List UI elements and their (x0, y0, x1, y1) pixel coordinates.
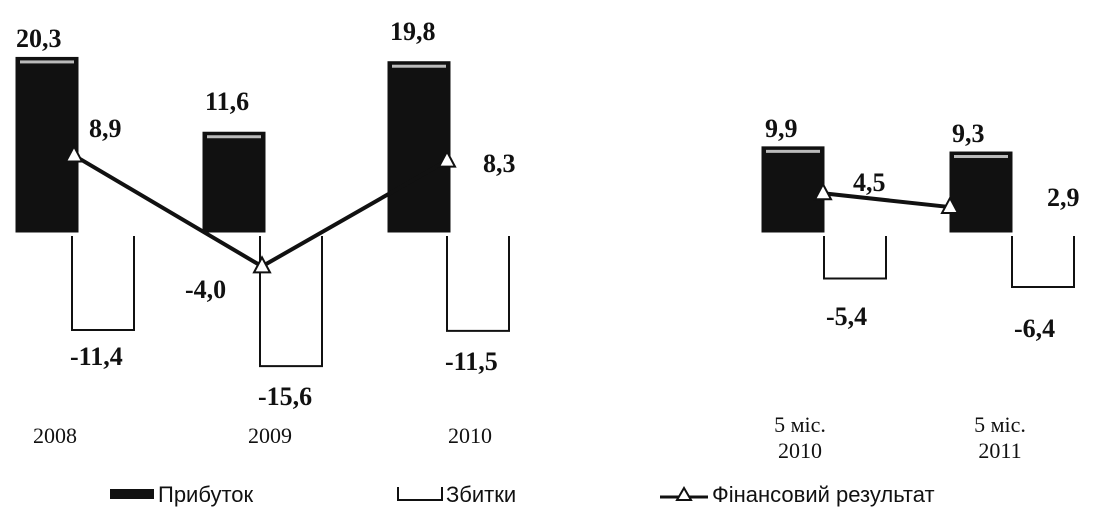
financial-result-point (64, 144, 84, 163)
legend-swatch-losses (397, 487, 443, 501)
financial-result-point (813, 182, 833, 201)
bar-profit-highlight (954, 155, 1008, 159)
category-label: 5 міс. (774, 412, 826, 437)
data-label-profit: 9,9 (765, 114, 798, 143)
data-label-loss: -6,4 (1014, 314, 1055, 343)
financial-result-point (437, 149, 457, 168)
labels-layer: 20,3 11,6 19,8 9,9 9,3 -11,4 -15,6 -11,5 -5,4 -6,… (16, 17, 1080, 411)
category-label: 5 міс. (974, 412, 1026, 437)
financial-result-point (252, 255, 272, 274)
data-label-financial-result: -4,0 (185, 275, 226, 304)
bar-profit (387, 61, 451, 233)
data-label-financial-result: 2,9 (1047, 183, 1080, 212)
data-label-profit: 19,8 (390, 17, 436, 46)
bar-profit-highlight (207, 135, 261, 139)
data-label-loss: -5,4 (826, 302, 867, 331)
bar-loss (446, 236, 510, 332)
data-label-profit: 9,3 (952, 119, 985, 148)
bar-profit-highlight (766, 149, 820, 153)
data-label-loss: -11,5 (445, 347, 498, 376)
legend-item-losses: Збитки (397, 482, 516, 507)
bar-loss (823, 236, 887, 280)
bar-profit (15, 56, 79, 233)
legend-label-financial-result: Фінансовий результат (712, 482, 935, 507)
category-label: 2009 (248, 423, 292, 448)
legend-label-losses: Збитки (446, 482, 516, 507)
data-label-financial-result: 4,5 (853, 168, 886, 197)
legend-label-profit: Прибуток (158, 482, 254, 507)
category-label: 2010 (448, 423, 492, 448)
line-layer (64, 144, 960, 274)
category-label: 2008 (33, 423, 77, 448)
data-label-loss: -11,4 (70, 342, 123, 371)
bar-profit (761, 146, 825, 233)
bars-layer (15, 56, 1075, 368)
bar-loss (71, 236, 135, 332)
legend: Прибуток Збитки Фінансовий результат (110, 482, 935, 507)
category-label: 2011 (978, 438, 1021, 463)
bar-profit-highlight (392, 64, 446, 68)
data-label-financial-result: 8,3 (483, 149, 516, 178)
data-label-loss: -15,6 (258, 382, 312, 411)
bar-profit (949, 151, 1013, 233)
financial-result-point (940, 195, 960, 215)
bar-profit (202, 131, 266, 233)
data-label-financial-result: 8,9 (89, 114, 122, 143)
legend-item-financial-result: Фінансовий результат (660, 482, 935, 507)
legend-swatch-profit (110, 489, 154, 499)
legend-triangle-icon (675, 486, 693, 501)
bar-loss (259, 236, 323, 368)
financial-result-line (822, 191, 951, 210)
data-label-profit: 11,6 (205, 87, 249, 116)
bar-loss (1011, 236, 1075, 289)
legend-item-profit: Прибуток (110, 482, 254, 507)
data-label-profit: 20,3 (16, 24, 62, 53)
category-label: 2010 (778, 438, 822, 463)
bar-profit-highlight (20, 60, 74, 64)
